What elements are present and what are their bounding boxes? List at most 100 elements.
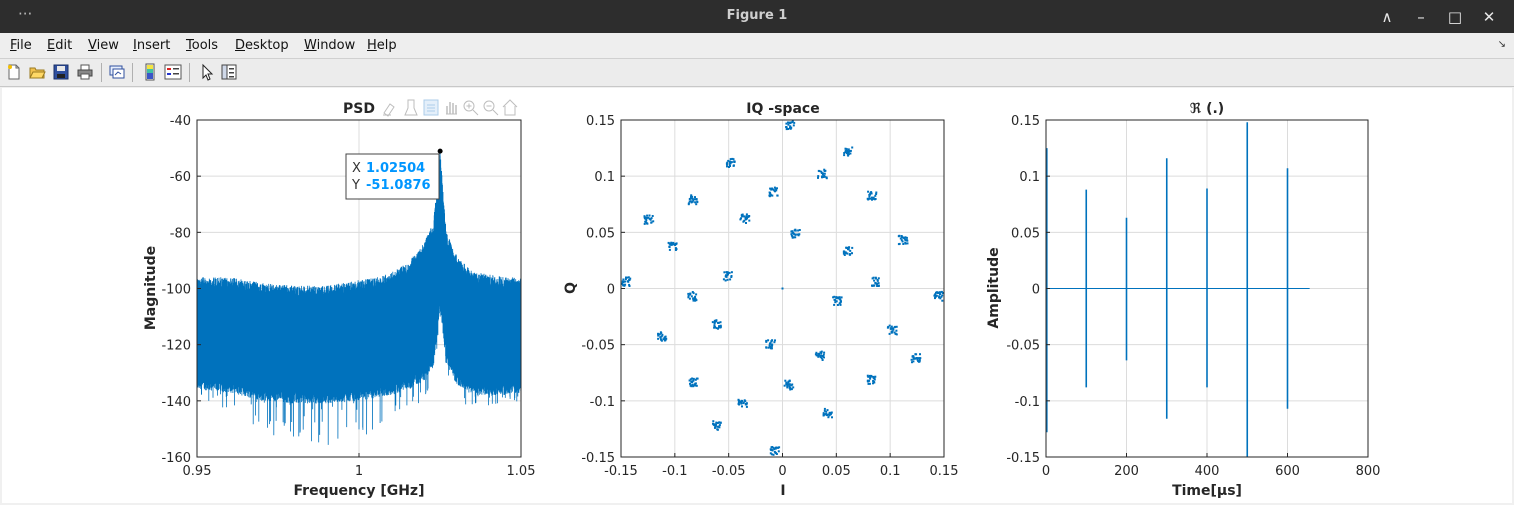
iq-point (842, 246, 854, 256)
toolbar-separator (101, 63, 102, 82)
real-xtick-label: 0 (1042, 464, 1050, 479)
psd-ytick-label: -40 (170, 114, 191, 129)
iq-point (712, 420, 722, 431)
psd-xtick-label: 1 (355, 464, 363, 479)
menu-view[interactable]: View (88, 38, 119, 53)
psd-ticks: 0.95 1 1.05 -40 -60 -80 -100 -120 -140 -160 (161, 114, 535, 479)
figure-toolbar (0, 59, 1514, 87)
psd-xtick-label: 1.05 (507, 464, 536, 479)
iq-ytick-label: 0 (607, 283, 615, 298)
data-tip-y-label: Y (351, 178, 360, 193)
iq-ytick-label: 0.05 (586, 226, 615, 241)
menu-desktop[interactable]: Desktop (235, 38, 289, 53)
iq-point (822, 407, 833, 419)
minimize-button[interactable]: – (1417, 8, 1425, 26)
menu-bar: File Edit View Insert Tools Desktop Wind… (0, 33, 1514, 59)
psd-xlabel: Frequency [GHz] (294, 483, 425, 499)
iq-point (711, 319, 722, 330)
property-inspector-icon[interactable] (220, 63, 238, 81)
psd-axes[interactable]: 0.95 1 1.05 -40 -60 -80 -100 -120 -140 -160 PSD F… (143, 99, 535, 499)
colorbar-icon[interactable] (141, 63, 159, 81)
home-icon[interactable] (502, 99, 518, 116)
menu-insert[interactable]: Insert (133, 38, 170, 53)
data-tip-icon[interactable] (404, 99, 418, 116)
psd-series (196, 151, 522, 445)
real-ytick-label: -0.05 (1006, 339, 1040, 354)
iq-point (739, 213, 751, 224)
psd-ytick-label: -160 (161, 451, 191, 466)
menu-tools-label: ools (191, 38, 219, 53)
menu-view-label: iew (96, 38, 119, 53)
psd-xtick-label: 0.95 (183, 464, 212, 479)
data-tip-box (345, 153, 440, 200)
maximize-button[interactable]: □ (1447, 8, 1463, 26)
real-ytick-label: 0.05 (1011, 226, 1040, 241)
menu-edit[interactable]: Edit (47, 38, 72, 53)
real-ytick-label: -0.15 (1006, 451, 1040, 466)
menu-file[interactable]: File (10, 38, 32, 53)
data-tip-x-value: 1.02504 (366, 161, 425, 176)
new-figure-icon[interactable] (5, 63, 23, 81)
iq-axes[interactable]: -0.15 -0.1 -0.05 0 0.05 0.1 0.15 0.15 0.1 0.05 0 -0… (563, 101, 958, 499)
zoom-in-icon[interactable] (463, 100, 479, 116)
psd-ytick-label: -60 (170, 170, 191, 185)
iq-point (832, 295, 843, 306)
pan-icon[interactable] (446, 102, 457, 115)
menu-insert-label: nsert (136, 38, 171, 53)
data-tip-marker (437, 148, 443, 154)
real-xtick-label: 400 (1195, 464, 1220, 479)
real-series (1046, 122, 1310, 457)
iq-point (814, 350, 826, 361)
iq-point (781, 287, 784, 290)
iq-xtick-label: 0.05 (822, 464, 851, 479)
iq-point (737, 398, 748, 408)
dock-arrow-icon[interactable]: ↘ (1497, 39, 1506, 50)
real-xtick-label: 800 (1356, 464, 1381, 479)
close-button[interactable]: ✕ (1482, 8, 1496, 26)
iq-ticks: -0.15 -0.1 -0.05 0 0.05 0.1 0.15 0.15 0.1 0.05 0 -0… (581, 114, 958, 479)
menu-edit-mnemonic: E (47, 38, 56, 53)
menu-window[interactable]: Window (304, 38, 355, 53)
iq-point (871, 276, 880, 287)
link-plot-icon[interactable] (108, 63, 126, 81)
window-menu-button[interactable]: ··· (18, 5, 33, 23)
rotate-icon[interactable] (423, 99, 439, 116)
open-file-icon[interactable] (28, 63, 46, 81)
brush-icon[interactable] (383, 103, 395, 117)
shade-button[interactable]: ∧ (1381, 8, 1393, 26)
iq-point (667, 241, 678, 251)
menu-view-mnemonic: V (88, 38, 97, 53)
iq-point (785, 120, 796, 131)
print-icon[interactable] (76, 63, 94, 81)
data-tip-y-value: -51.0876 (366, 178, 431, 193)
menu-window-label: indow (316, 38, 356, 53)
menu-help[interactable]: Help (367, 38, 397, 53)
menu-help-label: elp (376, 38, 397, 53)
menu-desktop-label: esktop (245, 38, 289, 53)
iq-point (886, 324, 898, 336)
data-tip[interactable]: X 1.02504 Y -51.0876 (345, 148, 443, 200)
real-ticks: 0 200 400 600 800 0.15 0.1 0.05 0 -0.05 -0.1 -0.15 (1006, 114, 1380, 479)
window-title: Figure 1 (726, 8, 788, 23)
axes-toolbar (383, 99, 518, 117)
iq-xtick-label: -0.1 (662, 464, 687, 479)
save-icon[interactable] (52, 63, 70, 81)
psd-ytick-label: -140 (161, 395, 191, 410)
iq-point (783, 379, 795, 391)
zoom-out-icon[interactable] (483, 100, 499, 116)
iq-xtick-label: 0.1 (880, 464, 901, 479)
iq-point (910, 353, 922, 364)
figure-canvas: 0.95 1 1.05 -40 -60 -80 -100 -120 -140 -160 PSD F… (2, 88, 1512, 503)
edit-plot-arrow-icon[interactable] (198, 63, 216, 81)
legend-icon[interactable] (164, 63, 182, 81)
iq-point (621, 276, 632, 287)
real-axes[interactable]: 0 200 400 600 8000.150.10.050-0.05-0.1-0.15 … (986, 101, 1380, 499)
psd-ytick-label: -100 (161, 283, 191, 298)
menu-tools[interactable]: Tools (186, 38, 218, 53)
toolbar-separator (132, 63, 133, 82)
real-xlabel: Time[μs] (1172, 483, 1242, 499)
iq-ylabel: Q (563, 282, 579, 294)
iq-point (687, 194, 699, 206)
iq-point (765, 339, 776, 350)
iq-xtick-label: 0.15 (930, 464, 959, 479)
